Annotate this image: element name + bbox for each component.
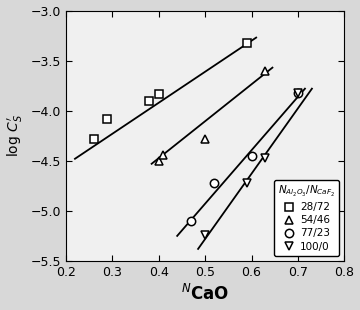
100/0 [296, 91, 300, 95]
77/23 [249, 154, 254, 157]
Line: 28/72: 28/72 [89, 38, 251, 143]
100/0 [263, 156, 267, 160]
54/46 [263, 69, 267, 73]
Line: 54/46: 54/46 [154, 66, 270, 165]
28/72 [245, 41, 249, 44]
X-axis label: $^{N}$CaO: $^{N}$CaO [181, 284, 229, 304]
Y-axis label: log $C_S'$: log $C_S'$ [5, 114, 25, 157]
28/72 [91, 137, 96, 141]
54/46 [161, 153, 165, 157]
28/72 [147, 99, 152, 103]
77/23 [296, 91, 300, 95]
Line: 100/0: 100/0 [201, 89, 302, 239]
28/72 [105, 117, 110, 121]
Legend: 28/72, 54/46, 77/23, 100/0: 28/72, 54/46, 77/23, 100/0 [274, 180, 339, 256]
54/46 [157, 159, 161, 163]
28/72 [157, 92, 161, 95]
77/23 [212, 181, 216, 185]
100/0 [203, 233, 207, 237]
100/0 [245, 181, 249, 185]
Line: 77/23: 77/23 [187, 89, 302, 225]
54/46 [203, 137, 207, 141]
77/23 [189, 219, 193, 223]
